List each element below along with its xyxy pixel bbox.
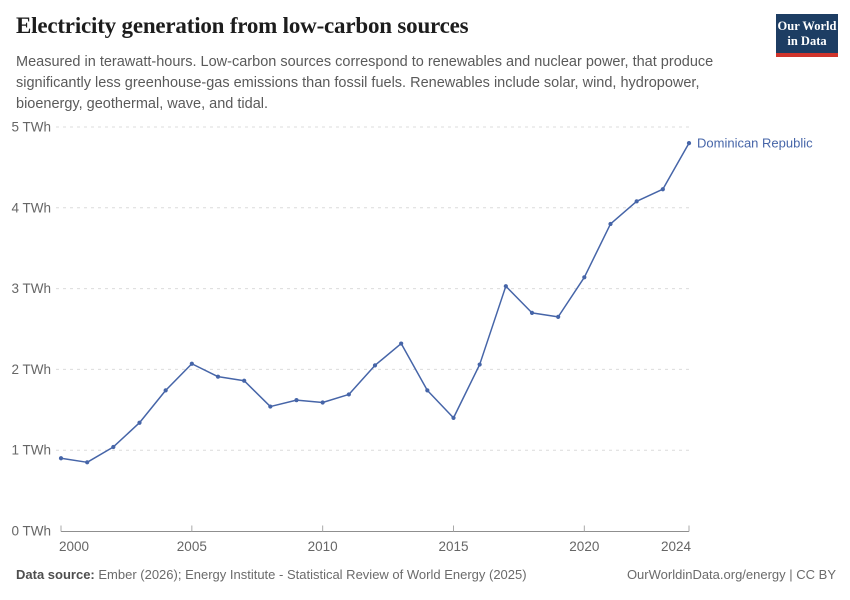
data-point-marker <box>686 141 692 146</box>
data-point-marker <box>503 284 508 289</box>
x-axis-tick-label: 2000 <box>59 539 89 554</box>
data-point-marker <box>163 388 168 393</box>
data-point-marker <box>268 404 273 409</box>
data-point-marker <box>372 363 378 368</box>
x-axis-tick-label: 2015 <box>438 539 468 554</box>
data-point-marker <box>215 374 221 379</box>
x-axis-tick-label: 2024 <box>661 539 692 554</box>
data-point-marker <box>111 444 116 450</box>
owid-logo-line1: Our World <box>777 19 837 33</box>
chart-subtitle: Measured in terawatt-hours. Low-carbon s… <box>16 52 713 115</box>
data-line <box>60 142 690 464</box>
page-title: Electricity generation from low-carbon s… <box>16 13 469 38</box>
owid-license-text: OurWorldinData.org/energy | CC BY <box>626 567 836 582</box>
data-point-marker <box>529 310 535 315</box>
subtitle-line: significantly less greenhouse-gas emissi… <box>16 75 700 91</box>
data-point-marker <box>556 314 561 319</box>
data-point-marker <box>58 456 64 461</box>
data-point-marker <box>294 398 299 403</box>
data-point-marker <box>137 420 142 425</box>
data-point-marker <box>189 361 194 366</box>
data-point-marker <box>634 199 639 204</box>
x-axis-tick-label: 2010 <box>308 539 338 554</box>
data-point-marker <box>320 400 325 405</box>
y-axis-tick-label: 2 TWh <box>11 362 51 377</box>
y-axis-tick-label: 5 TWh <box>11 120 51 135</box>
data-point-marker <box>425 388 430 393</box>
x-axis-tick-label: 2005 <box>177 539 207 554</box>
data-point-marker <box>242 378 247 383</box>
chart-footer: Data source: Ember (2026); Energy Instit… <box>16 567 836 582</box>
data-point-marker <box>346 392 351 397</box>
data-point-marker <box>399 341 404 346</box>
subtitle-line: Measured in terawatt-hours. Low-carbon s… <box>16 54 714 70</box>
data-point-marker <box>451 415 456 420</box>
data-source-label: Data source: <box>16 567 95 582</box>
y-axis-tick-label: 3 TWh <box>11 281 51 296</box>
data-point-marker <box>477 362 482 367</box>
data-point-marker <box>608 221 613 227</box>
data-source: Data source: Ember (2026); Energy Instit… <box>16 567 527 582</box>
y-axis-tick-label: 1 TWh <box>11 443 51 458</box>
series-end-label: Dominican Republic <box>697 136 813 151</box>
owid-logo-line2: in Data <box>787 34 827 48</box>
data-source-text: Ember (2026); Energy Institute - Statist… <box>94 567 527 582</box>
owid-logo: Our World in Data <box>776 14 838 57</box>
data-point-marker <box>582 275 587 280</box>
y-axis-tick-label: 4 TWh <box>11 200 51 215</box>
subtitle-line: bioenergy, geothermal, wave, and tidal. <box>16 96 269 112</box>
y-axis-tick-label: 0 TWh <box>11 524 51 539</box>
data-point-marker <box>85 460 90 465</box>
data-point-marker <box>660 187 665 192</box>
x-axis-tick-label: 2020 <box>569 539 599 554</box>
